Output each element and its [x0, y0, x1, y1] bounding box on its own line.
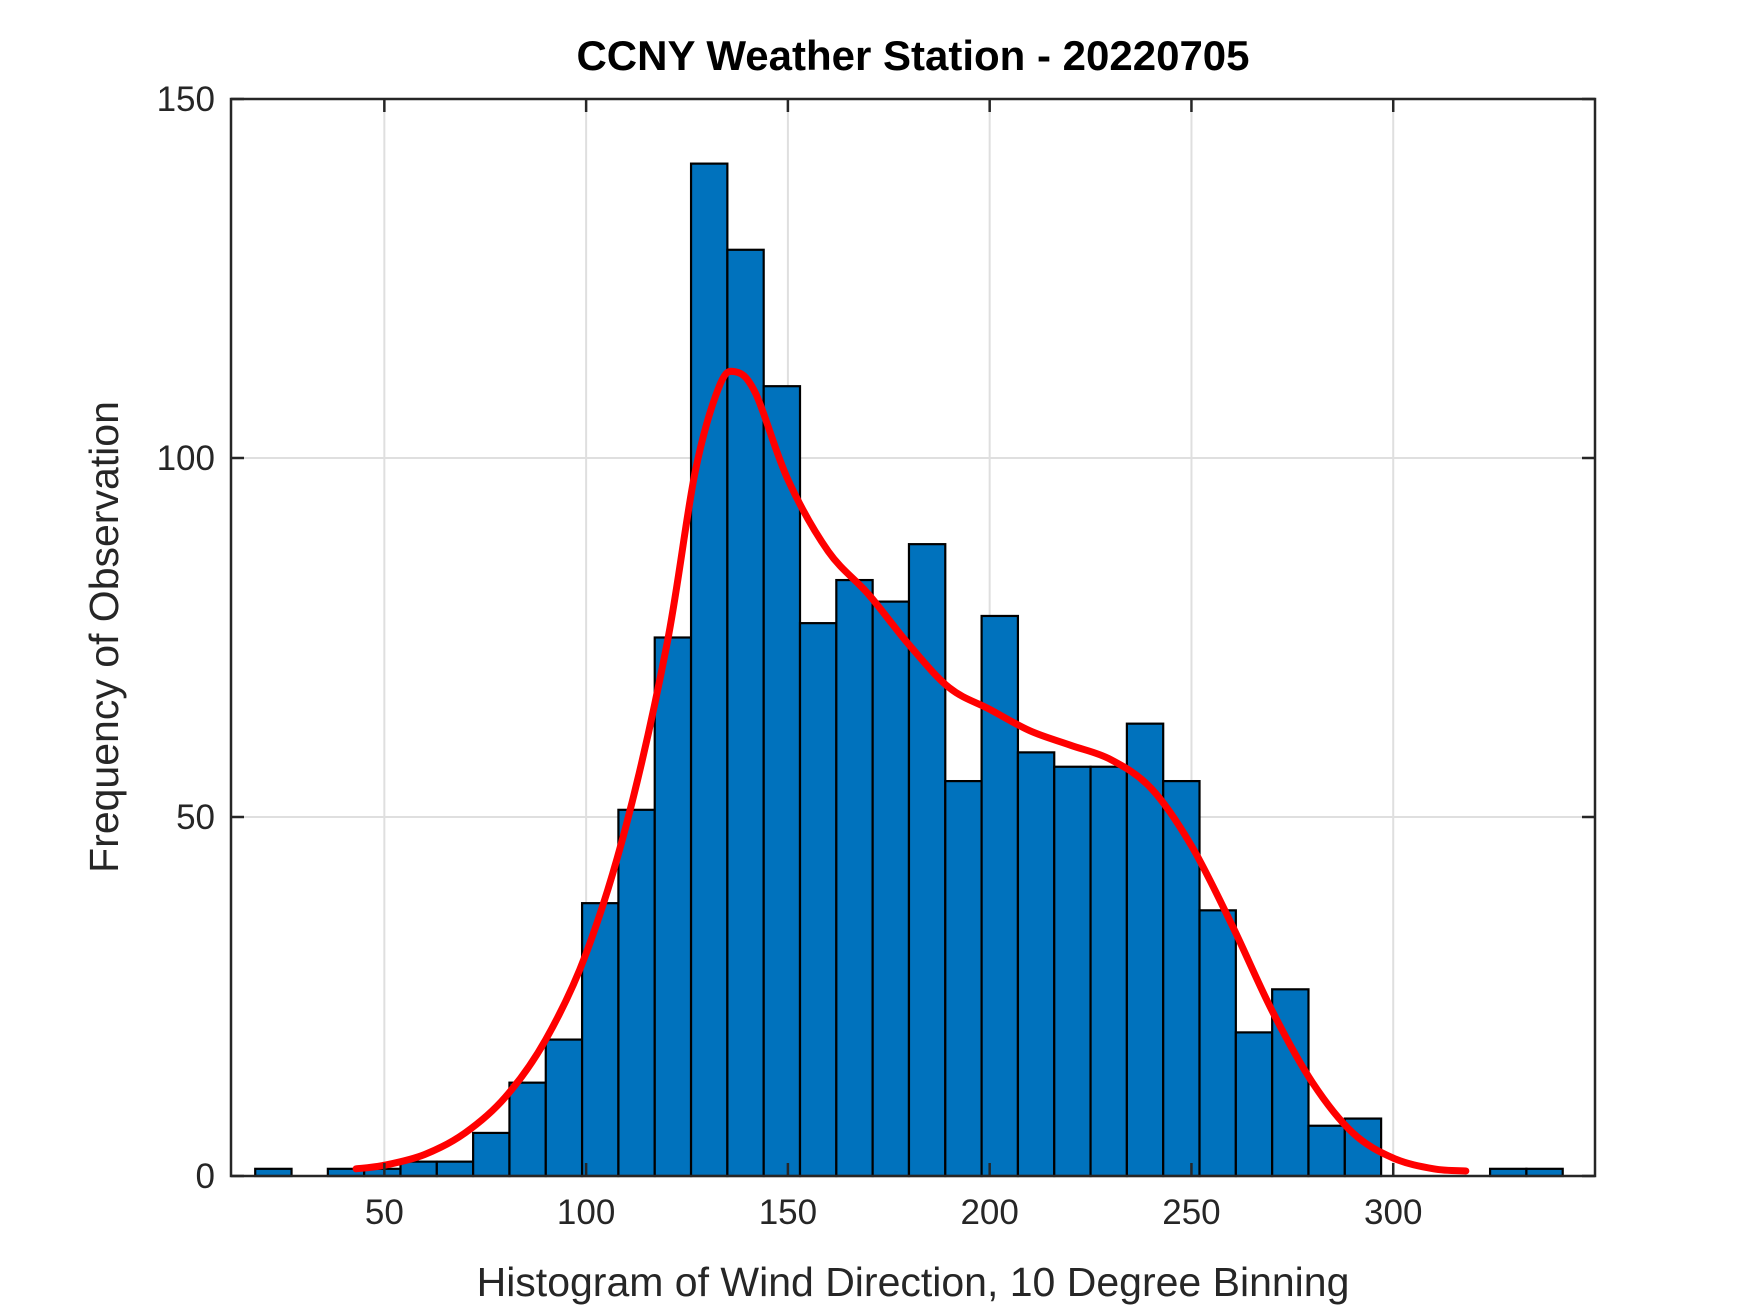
y-tick-label: 100	[157, 439, 215, 478]
histogram-bar	[508, 1081, 547, 1178]
x-tick-label: 150	[759, 1193, 817, 1232]
y-tick-label: 50	[176, 798, 215, 837]
histogram-bar	[980, 614, 1020, 1178]
histogram-bar	[798, 622, 838, 1178]
histogram-bar	[1198, 909, 1237, 1178]
histogram-bar	[1162, 779, 1201, 1178]
histogram-bar	[726, 248, 765, 1178]
histogram-bar	[544, 1038, 584, 1178]
density-fit-line	[352, 367, 1470, 1175]
x-tick-label: 250	[1162, 1193, 1220, 1232]
axes-box	[229, 97, 1597, 1178]
axis-ticks: 50 100 150 200 250 300 0 50 100 150	[157, 80, 1595, 1232]
histogram-bar	[1053, 765, 1092, 1178]
histogram-bar	[762, 385, 802, 1178]
histogram-bars	[254, 162, 1564, 1178]
x-tick-label: 50	[365, 1193, 404, 1232]
x-tick-label: 100	[557, 1193, 615, 1232]
y-tick-label: 150	[157, 80, 215, 119]
histogram-bar	[617, 808, 656, 1178]
histogram-bar	[1016, 751, 1056, 1178]
x-tick-label: 300	[1364, 1193, 1422, 1232]
x-tick-label: 200	[960, 1193, 1018, 1232]
histogram-bar	[835, 578, 874, 1178]
x-axis-label: Histogram of Wind Direction, 10 Degree B…	[477, 1259, 1350, 1305]
chart-title: CCNY Weather Station - 20220705	[576, 32, 1249, 79]
histogram-bar	[1307, 1124, 1346, 1178]
histogram-bar	[907, 543, 947, 1178]
histogram-bar	[1089, 765, 1128, 1178]
y-axis-label: Frequency of Observation	[81, 401, 127, 873]
histogram-bar	[689, 162, 729, 1178]
y-tick-label: 0	[196, 1157, 215, 1196]
histogram-bar	[435, 1160, 475, 1178]
histogram-bar	[472, 1131, 511, 1178]
histogram-bar	[871, 600, 911, 1178]
histogram-bar	[1234, 1031, 1274, 1178]
histogram-bar	[653, 636, 693, 1178]
histogram-bar	[944, 779, 983, 1178]
density-curve	[352, 367, 1470, 1175]
